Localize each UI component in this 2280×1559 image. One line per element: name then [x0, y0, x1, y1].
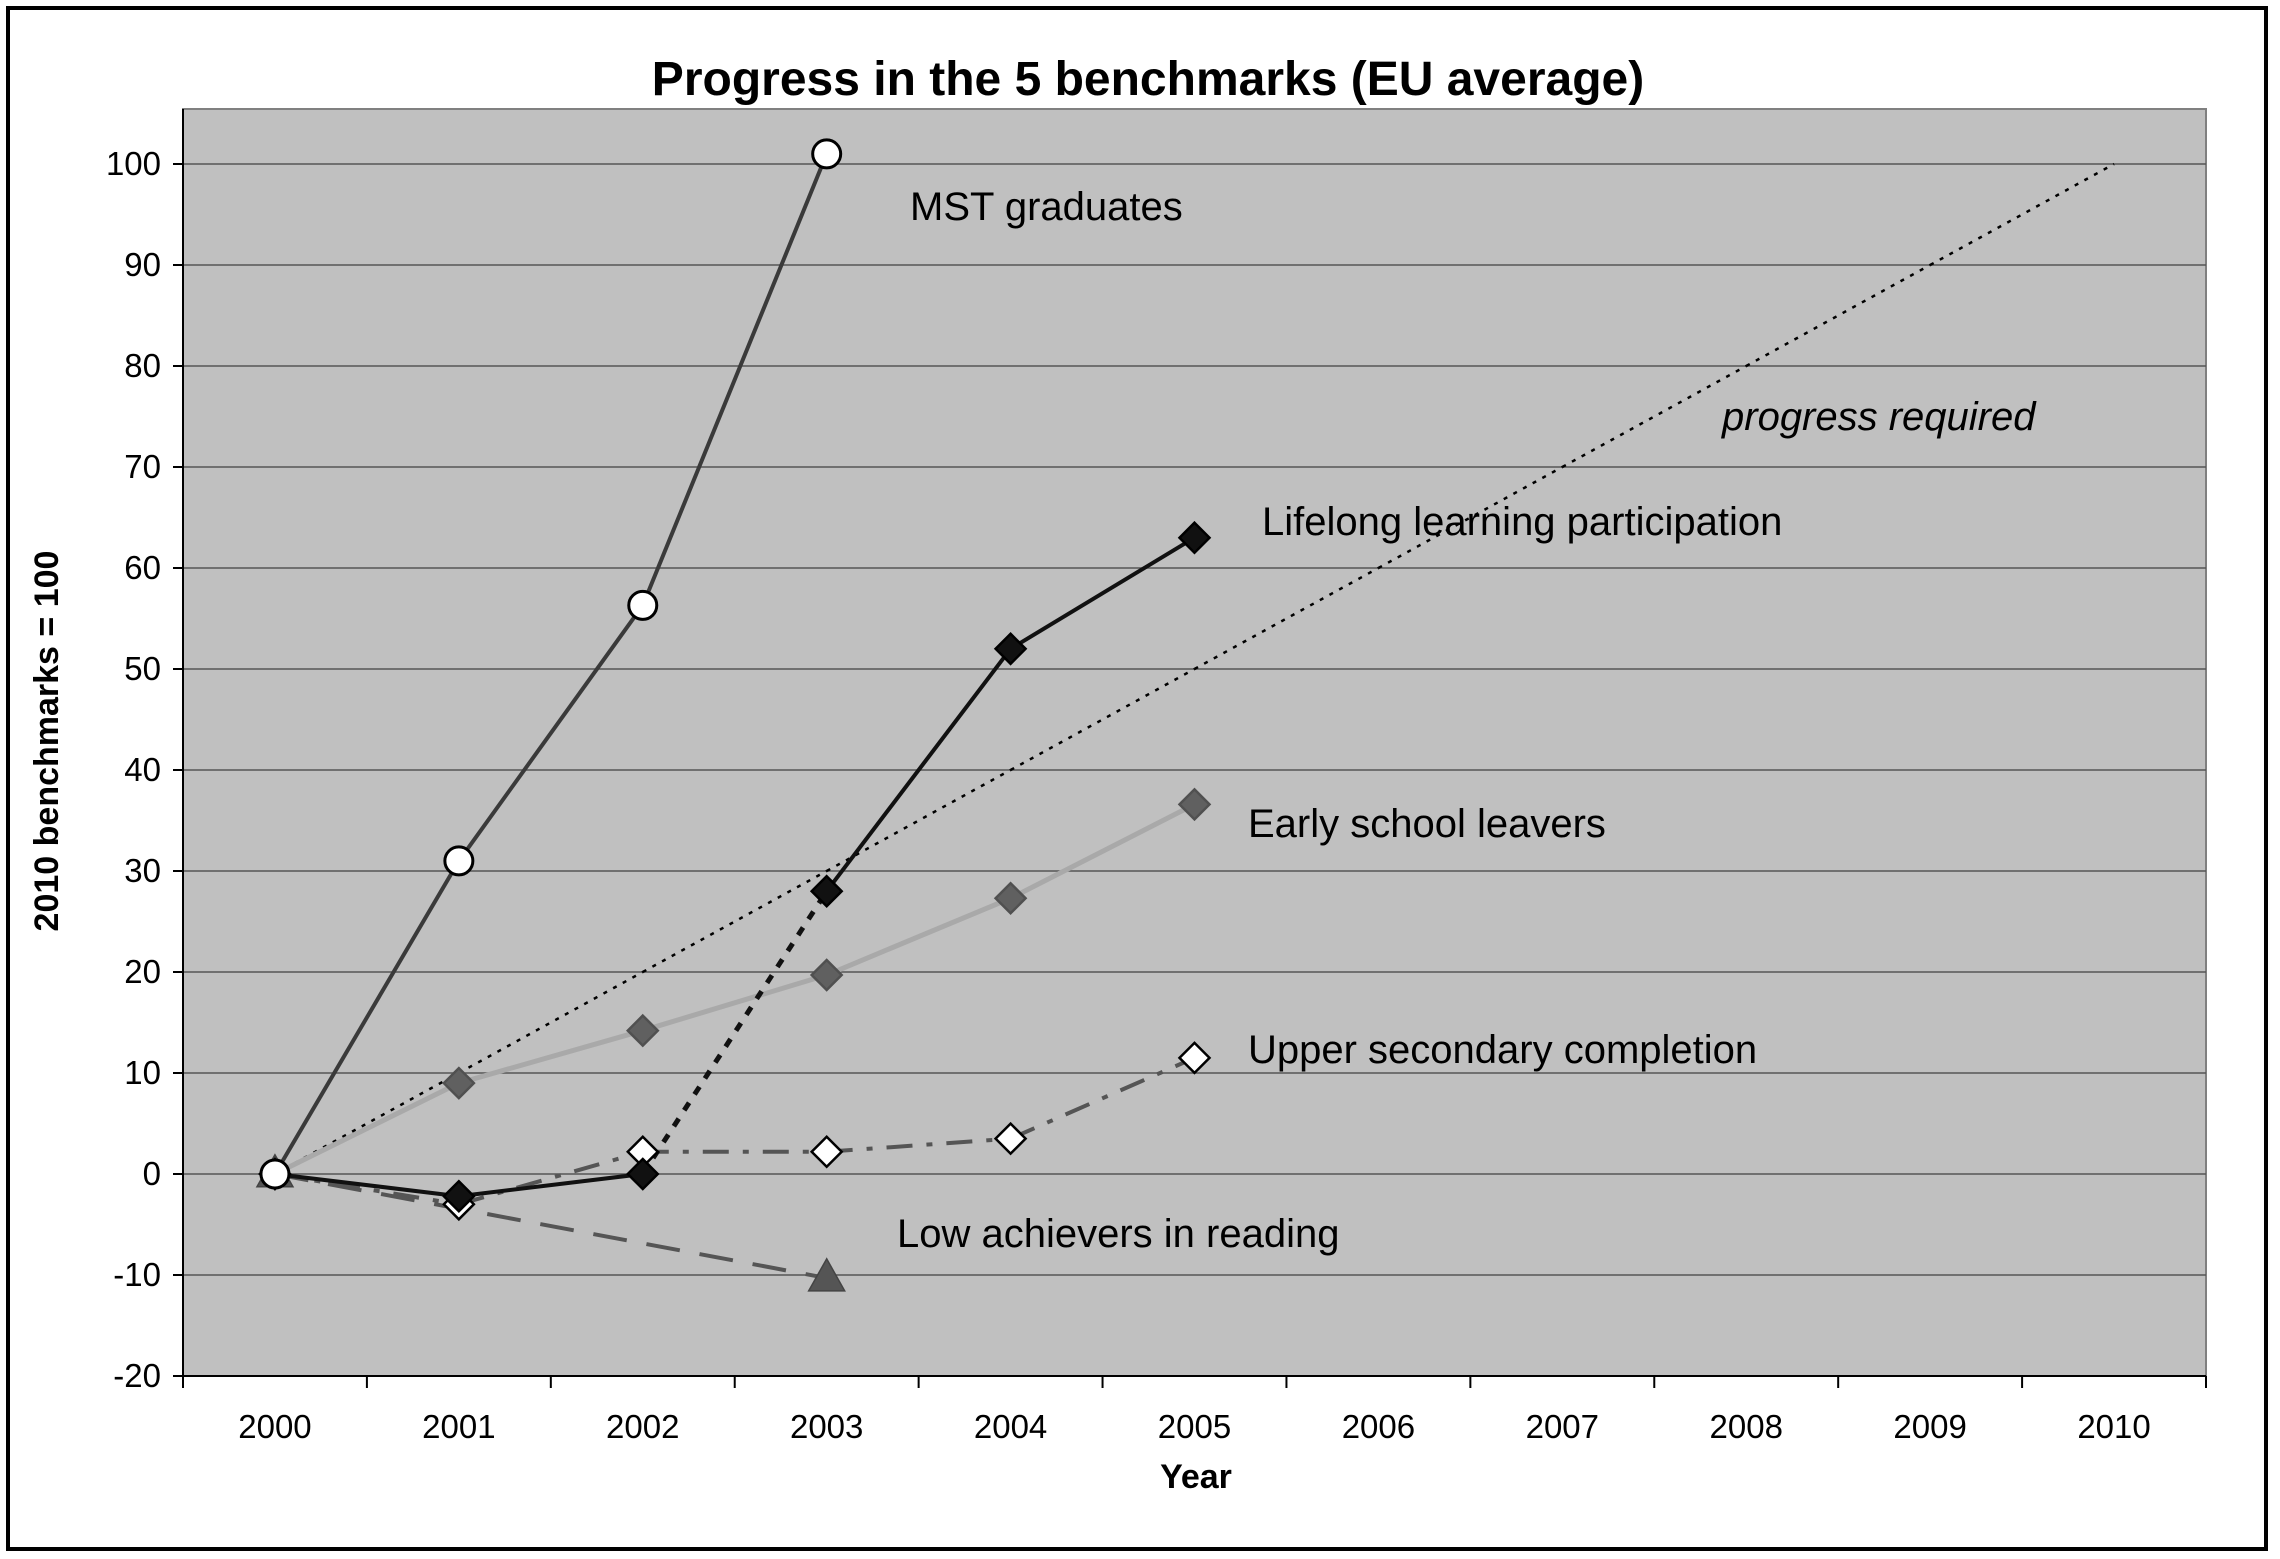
- series-line-mst-graduates: [273, 859, 461, 1176]
- x-tick-label: 2003: [790, 1408, 863, 1445]
- annotation-lifelong-learning: Lifelong learning participation: [1262, 500, 1782, 544]
- series-line-progress-required: [458, 970, 644, 1075]
- x-tick-label: 2006: [1342, 1408, 1415, 1445]
- series-line-progress-required: [1377, 465, 1563, 570]
- series-line-lifelong-learning-participation: [458, 1172, 644, 1199]
- data-point-upper-secondary-completion: [1177, 1041, 1212, 1075]
- series-line-lifelong-learning-participation: [274, 1172, 460, 1199]
- y-tick-label: 30: [124, 852, 161, 889]
- annotation-early-school-leavers: Early school leavers: [1248, 802, 1606, 846]
- y-tick-label: 60: [124, 549, 161, 586]
- y-tick-label: 90: [124, 246, 161, 283]
- x-tick-label: 2009: [1893, 1408, 1966, 1445]
- series-line-progress-required: [1745, 263, 1931, 368]
- data-point-early-school-leavers: [626, 1013, 660, 1048]
- series-line-mst-graduates: [457, 604, 645, 863]
- y-tick-label: 0: [143, 1155, 161, 1192]
- series-lines: [273, 153, 2115, 1280]
- annotation-upper-secondary: Upper secondary completion: [1248, 1028, 1757, 1072]
- y-tick-label: 100: [106, 145, 161, 182]
- series-line-low-achievers-in-reading: [274, 1172, 828, 1280]
- series-line-lifelong-learning-participation: [1009, 535, 1196, 651]
- x-tick-label: 2004: [974, 1408, 1047, 1445]
- data-point-lifelong-learning-participation: [809, 874, 844, 908]
- data-point-low-achievers-in-reading: [807, 1257, 846, 1292]
- y-tick-label: 20: [124, 953, 161, 990]
- series-line-early-school-leavers: [458, 1028, 644, 1086]
- y-tick-label: 40: [124, 751, 161, 788]
- data-point-mst-graduates: [259, 1158, 291, 1190]
- x-tick-label: 2000: [238, 1408, 311, 1445]
- data-point-lifelong-learning-participation: [993, 632, 1028, 666]
- x-tick-labels: 2000 2001 2002 2003 2004 2005 2006 2007 2008 2009…: [238, 1408, 2151, 1445]
- data-point-early-school-leavers: [442, 1066, 476, 1100]
- series-line-early-school-leavers: [273, 1080, 460, 1177]
- annotation-mst-graduates: MST graduates: [910, 185, 1183, 229]
- data-point-lifelong-learning-participation: [1177, 520, 1212, 555]
- x-tick-label: 2008: [1710, 1408, 1783, 1445]
- y-tick-label: 10: [124, 1054, 161, 1091]
- y-tick-label: 80: [124, 347, 161, 384]
- data-point-early-school-leavers: [993, 881, 1028, 916]
- data-point-lifelong-learning-participation: [442, 1179, 476, 1213]
- series-line-progress-required: [1193, 566, 1380, 671]
- series-line-early-school-leavers: [825, 895, 1012, 978]
- y-tick-label: 50: [124, 650, 161, 687]
- x-tick-label: 2005: [1158, 1408, 1231, 1445]
- x-tick-label: 2002: [606, 1408, 679, 1445]
- annotation-low-achievers: Low achievers in reading: [897, 1212, 1339, 1256]
- series-line-upper-secondary-completion: [1009, 1056, 1196, 1141]
- x-axis-label: Year: [1160, 1458, 1232, 1496]
- data-point-early-school-leavers: [809, 958, 844, 992]
- x-tick-label: 2010: [2077, 1408, 2150, 1445]
- data-point-mst-graduates: [627, 589, 659, 621]
- data-point-upper-secondary-completion: [993, 1121, 1028, 1156]
- series-line-early-school-leavers: [642, 972, 828, 1033]
- y-tick-label: -10: [113, 1256, 161, 1293]
- x-tick-label: 2007: [1526, 1408, 1599, 1445]
- annotation-progress-required: progress required: [1721, 395, 2037, 439]
- series-line-early-school-leavers: [1009, 802, 1196, 901]
- data-point-mst-graduates: [443, 845, 475, 877]
- y-tick-label: -20: [113, 1357, 161, 1394]
- axes: [173, 109, 2207, 1388]
- plot-area: [182, 108, 2207, 1377]
- chart-title: Progress in the 5 benchmarks (EU average…: [652, 53, 1644, 106]
- series-line-progress-required: [1009, 667, 1196, 772]
- x-tick-label: 2001: [422, 1408, 495, 1445]
- series-markers: [255, 138, 1212, 1292]
- series-line-mst-graduates: [640, 153, 829, 607]
- series-line-lifelong-learning-participation: [825, 647, 1013, 893]
- data-point-mst-graduates: [811, 138, 843, 170]
- data-point-upper-secondary-completion: [809, 1135, 844, 1169]
- y-axis-label: 2010 benchmarks = 100: [28, 551, 66, 932]
- data-point-early-school-leavers: [1177, 787, 1212, 822]
- series-line-progress-required: [1561, 364, 1747, 469]
- data-point-lifelong-learning-participation: [626, 1157, 660, 1191]
- series-line-progress-required: [826, 768, 1012, 873]
- series-line-progress-required: [642, 869, 828, 974]
- series-line-progress-required: [1929, 162, 2115, 267]
- y-tick-label: 70: [124, 448, 161, 485]
